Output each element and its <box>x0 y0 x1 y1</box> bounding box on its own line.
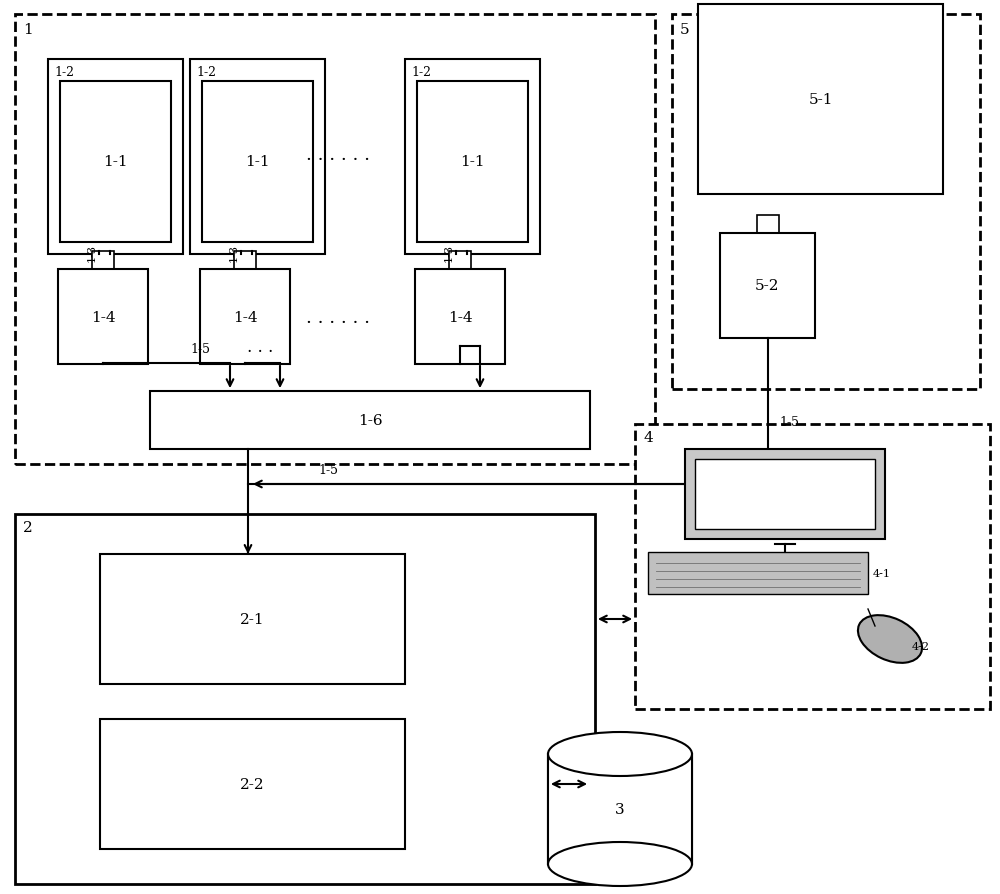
Bar <box>685 450 885 539</box>
Bar <box>698 5 943 195</box>
Text: 1-1: 1-1 <box>245 156 270 169</box>
Bar <box>190 60 325 255</box>
Text: 1-2: 1-2 <box>411 66 431 79</box>
Bar <box>449 252 471 270</box>
Text: 4-1: 4-1 <box>873 569 891 578</box>
Text: 5: 5 <box>680 23 690 37</box>
Bar <box>150 392 590 450</box>
Text: 1-2: 1-2 <box>54 66 74 79</box>
Text: 1-3: 1-3 <box>228 244 238 262</box>
Text: 2-1: 2-1 <box>240 612 265 627</box>
Bar <box>672 15 980 390</box>
Text: 1-3: 1-3 <box>86 244 96 262</box>
Text: 2: 2 <box>23 520 33 535</box>
Bar <box>200 270 290 365</box>
Bar <box>548 755 692 864</box>
Bar <box>15 514 595 884</box>
Bar <box>405 60 540 255</box>
Text: 1-4: 1-4 <box>233 310 257 325</box>
Text: 4-2: 4-2 <box>912 641 930 651</box>
Bar <box>757 215 778 233</box>
Bar <box>202 82 313 243</box>
Text: 1-4: 1-4 <box>91 310 115 325</box>
Bar <box>92 252 114 270</box>
Ellipse shape <box>858 615 922 663</box>
Ellipse shape <box>548 732 692 776</box>
Text: 1-2: 1-2 <box>196 66 216 79</box>
Bar <box>648 552 868 595</box>
Text: . . . . . .: . . . . . . <box>306 308 370 326</box>
Text: 1-6: 1-6 <box>358 414 382 427</box>
Bar <box>415 270 505 365</box>
Text: 1-5: 1-5 <box>780 415 800 428</box>
Text: 5-2: 5-2 <box>755 279 780 293</box>
Text: 3: 3 <box>615 802 625 816</box>
Bar <box>417 82 528 243</box>
Text: . . . . . .: . . . . . . <box>306 146 370 164</box>
Text: . . .: . . . <box>247 339 273 356</box>
Text: 4: 4 <box>643 431 653 444</box>
Text: 1-5: 1-5 <box>318 463 338 477</box>
Text: 1-1: 1-1 <box>103 156 128 169</box>
Text: 1-5: 1-5 <box>190 342 210 356</box>
Bar <box>234 252 256 270</box>
Text: 1-3: 1-3 <box>443 244 453 262</box>
Text: 5-1: 5-1 <box>808 93 833 107</box>
Bar <box>100 719 405 849</box>
Bar <box>60 82 171 243</box>
Text: 2-2: 2-2 <box>240 777 265 791</box>
Bar <box>58 270 148 365</box>
Bar <box>635 425 990 709</box>
Text: 1: 1 <box>23 23 33 37</box>
Ellipse shape <box>548 842 692 886</box>
Bar <box>695 460 875 529</box>
Text: 4-3: 4-3 <box>774 487 796 502</box>
Bar <box>720 233 815 339</box>
Bar <box>48 60 183 255</box>
Text: 1-1: 1-1 <box>460 156 485 169</box>
Text: 1-4: 1-4 <box>448 310 472 325</box>
Bar <box>15 15 655 465</box>
Bar <box>100 554 405 684</box>
